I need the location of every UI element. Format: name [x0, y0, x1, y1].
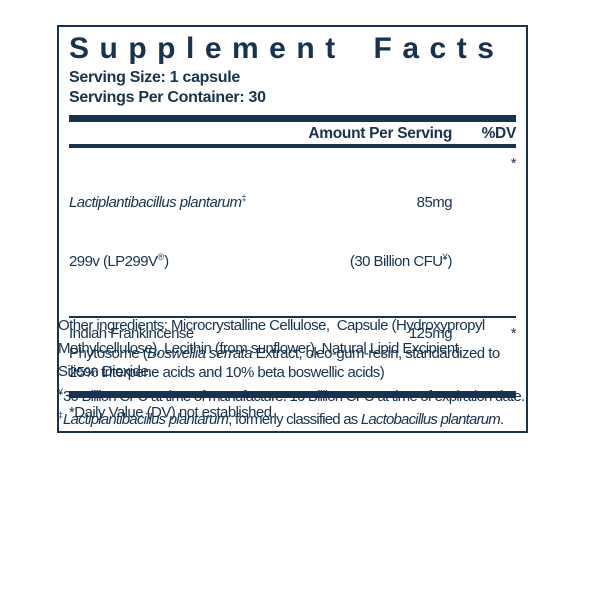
dv-footnote: *Daily Value (DV) not established: [69, 403, 272, 421]
amount-cfu-line: (30 Billion CFU¥): [290, 251, 453, 272]
cfu-footnote: ¥30 Billion CFU at time of manufacture. …: [58, 385, 598, 408]
description-line-2: 25% triterpene acids and 10% beta boswel…: [69, 364, 385, 381]
phytosome-text: Phytosome (: [69, 344, 148, 362]
old-name-italic: Lactobacillus plantarum: [360, 411, 501, 428]
ingredient-amount: 85mg (30 Billion CFU¥): [290, 154, 453, 310]
strain-text-close: ): [164, 252, 169, 270]
footnote-period: .: [500, 411, 504, 428]
serving-info: Serving Size: 1 capsule Servings Per Con…: [69, 68, 516, 108]
cfu-text-close: ): [447, 252, 453, 270]
servings-per-container-line: Servings Per Container: 30: [69, 89, 266, 106]
ingredient-name-italic: Lactiplantibacillus plantarum: [69, 194, 242, 211]
new-name-italic: Lactiplantibacillus plantarum: [63, 411, 229, 428]
yen-superscript: ¥: [58, 387, 64, 397]
other-ingredients-line-3: Silicon Dioxide.: [58, 363, 152, 380]
registered-mark-superscript: ®: [157, 251, 165, 262]
amount-value: 85mg: [416, 194, 453, 211]
below-panel-text: Other ingredients: Microcrystalline Cell…: [58, 314, 598, 431]
ingredient-name-line-2: 299v (LP299V®): [69, 252, 290, 272]
divider-top-thick: [69, 115, 516, 122]
supplement-facts-panel: Supplement Facts Serving Size: 1 capsule…: [57, 25, 528, 433]
other-ingredients-line-2: Methylcellulose), Lecithin (from sunflow…: [58, 340, 462, 357]
ingredient-name: Indian Frankincense: [69, 325, 194, 342]
amount-column-header: Amount Per Serving: [308, 125, 452, 142]
ingredient-name-line-1: Lactiplantibacillus plantarum‡: [69, 193, 290, 213]
divider-header-bottom: [69, 144, 516, 148]
ingredient-dv: *: [510, 325, 517, 342]
panel-title: Supplement Facts: [69, 32, 505, 65]
footnote-middle-text: , formerly classified as: [228, 411, 361, 428]
ingredient-amount: 125mg: [408, 325, 453, 342]
ingredient-name: Lactiplantibacillus plantarum‡ 299v (LP2…: [69, 154, 290, 310]
dv-column-header: %DV: [481, 125, 517, 142]
serving-size-line: Serving Size: 1 capsule: [69, 69, 240, 86]
cfu-text: (30 Billion CFU: [349, 252, 443, 270]
dagger-superscript: ‡: [241, 193, 247, 203]
reclassification-footnote: ‡Lactiplantibacillus plantarum, formerly…: [58, 408, 598, 431]
description-line-1: Phytosome (Boswellia serrata Extract, ol…: [69, 344, 516, 364]
cfu-footnote-text: 30 Billion CFU at time of manufacture. 1…: [63, 388, 525, 405]
yen-superscript: ¥: [442, 251, 448, 262]
ingredient-dv: *: [510, 155, 517, 172]
divider-bottom-thick: [69, 390, 516, 398]
botanical-name-italic: Boswellia serrata: [147, 344, 253, 362]
column-header-row: Amount Per Serving %DV: [69, 122, 516, 144]
dagger-superscript: ‡: [58, 410, 64, 420]
other-ingredients-line-1: Other ingredients: Microcrystalline Cell…: [58, 317, 485, 334]
strain-text: 299v (LP299V: [69, 252, 158, 270]
ingredient-description: Phytosome (Boswellia serrata Extract, ol…: [69, 344, 516, 386]
extract-text: Extract, oleo-gum-resin, standardized to: [252, 344, 501, 362]
ingredient-row-frankincense: Indian Frankincense 125mg *: [69, 318, 517, 344]
ingredient-row-plantarum: Lactiplantibacillus plantarum‡ 299v (LP2…: [69, 148, 517, 312]
row-separator: [69, 316, 516, 318]
